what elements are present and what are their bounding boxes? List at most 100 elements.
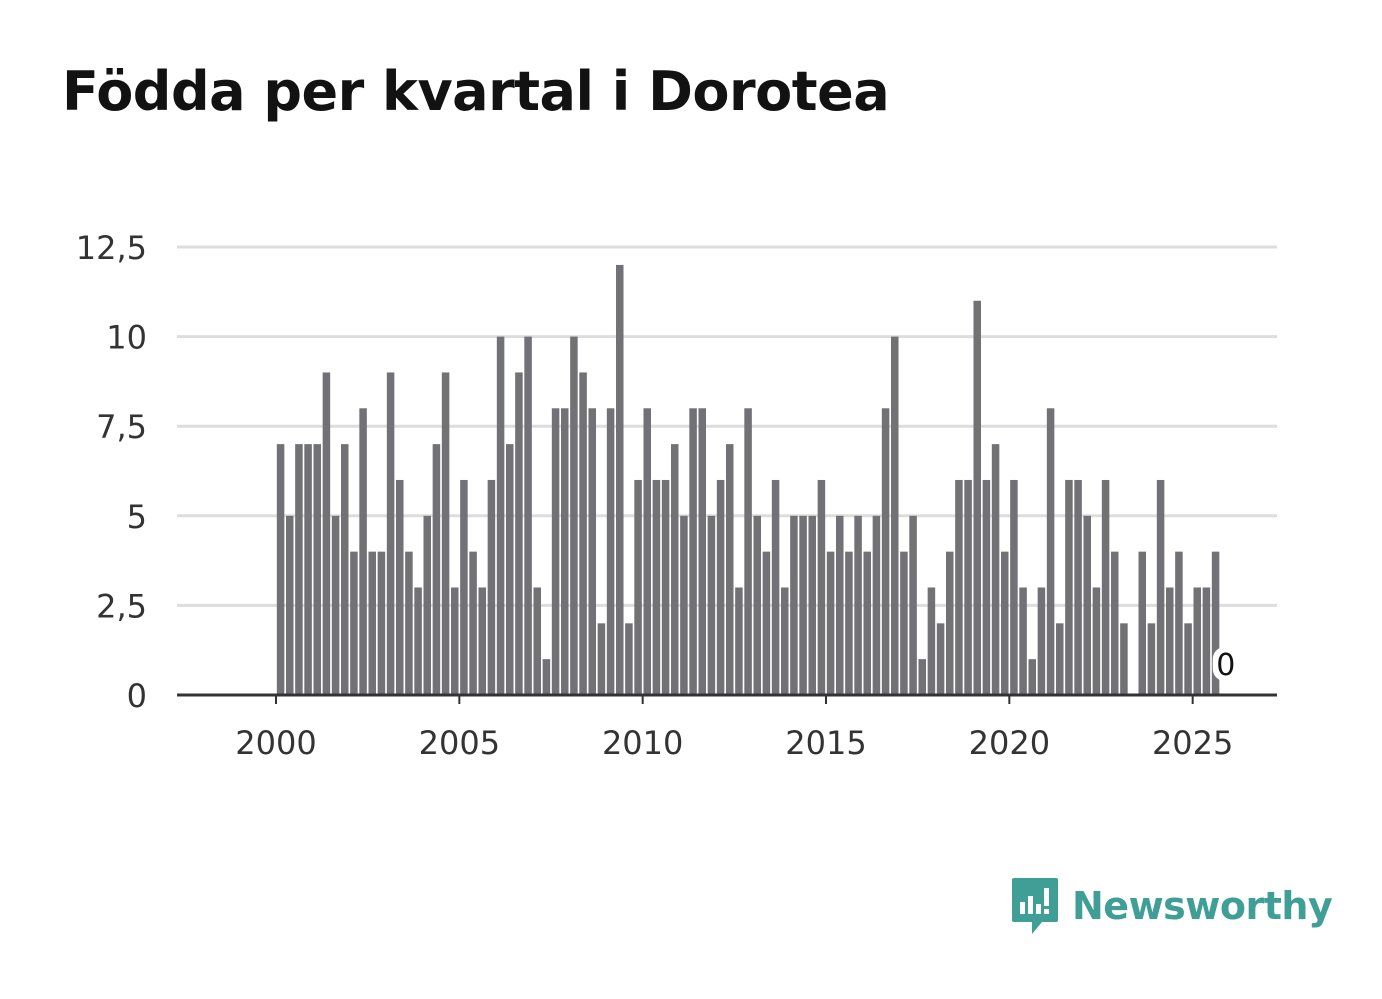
- chart-title: Födda per kvartal i Dorotea: [62, 60, 890, 123]
- bar: [1101, 479, 1110, 695]
- bar: [487, 479, 496, 695]
- bar: [615, 264, 624, 695]
- bar: [1110, 551, 1119, 695]
- bar: [331, 515, 340, 695]
- y-tick-label: 5: [127, 498, 147, 536]
- bar: [386, 372, 395, 695]
- bar: [304, 444, 312, 695]
- bar: [670, 444, 679, 695]
- bar: [1046, 408, 1055, 695]
- bar: [744, 408, 752, 695]
- bar: [377, 551, 386, 695]
- bar: [579, 372, 587, 695]
- bar: [826, 551, 835, 695]
- bar: [505, 444, 514, 695]
- bar: [881, 408, 890, 695]
- bar: [1165, 587, 1174, 695]
- bar: [1202, 587, 1211, 695]
- last-value-label-bg: [1212, 647, 1239, 681]
- y-tick-label: 7,5: [96, 408, 147, 446]
- bar: [634, 479, 642, 695]
- bar: [423, 515, 432, 695]
- bar: [441, 372, 450, 695]
- bar: [359, 408, 367, 695]
- y-tick-label: 2,5: [96, 587, 147, 625]
- bar: [900, 551, 908, 695]
- bar: [689, 408, 697, 695]
- bar: [964, 479, 972, 695]
- bar: [276, 444, 285, 695]
- bar: [542, 659, 551, 695]
- bar: [1184, 623, 1192, 695]
- x-axis-tick-labels: 2000 2005 2010 2015 2020 2025: [235, 724, 1233, 762]
- bar: [1000, 551, 1009, 695]
- bar: [1147, 623, 1156, 695]
- bar: [1175, 551, 1183, 695]
- bar: [845, 551, 853, 695]
- bar: [1156, 479, 1165, 695]
- bar: [652, 479, 661, 695]
- bar: [927, 587, 936, 695]
- bar: [450, 587, 459, 695]
- bar: [340, 444, 349, 695]
- x-tick-label: 2005: [419, 724, 500, 762]
- bar: [735, 587, 743, 695]
- bar: [790, 515, 798, 695]
- y-tick-label: 10: [106, 319, 147, 357]
- bar: [460, 479, 468, 695]
- bar: [955, 479, 963, 695]
- bar: [835, 515, 844, 695]
- bar: [1055, 623, 1064, 695]
- bar: [890, 336, 899, 695]
- bar: [909, 515, 917, 695]
- x-tick-label: 2010: [602, 724, 683, 762]
- bar: [597, 623, 606, 695]
- bar: [1010, 479, 1018, 695]
- bar: [1138, 551, 1147, 695]
- bar: [771, 479, 780, 695]
- bar: [1019, 587, 1027, 695]
- bar: [762, 551, 771, 695]
- y-tick-label: 12,5: [76, 229, 147, 267]
- bar: [808, 515, 817, 695]
- bar: [936, 623, 945, 695]
- bar: [698, 408, 707, 695]
- bar: [1028, 659, 1037, 695]
- bar: [368, 551, 377, 695]
- y-tick-label: 0: [127, 677, 147, 715]
- bar: [799, 515, 807, 695]
- last-value-label-group: 0: [1212, 647, 1239, 683]
- bar: [1120, 623, 1128, 695]
- x-tick-label: 2015: [785, 724, 866, 762]
- bar: [533, 587, 542, 695]
- bar: [753, 515, 762, 695]
- bar: [469, 551, 477, 695]
- bar: [588, 408, 597, 695]
- bar: [661, 479, 670, 695]
- x-tick-label: 2020: [969, 724, 1050, 762]
- bar: [1037, 587, 1046, 695]
- bar: [524, 336, 532, 695]
- bar: [570, 336, 578, 695]
- bar: [780, 587, 789, 695]
- bar: [854, 515, 862, 695]
- bar: [725, 444, 734, 695]
- bar: [1083, 515, 1092, 695]
- bar: [1211, 551, 1220, 695]
- bar: [918, 659, 927, 695]
- y-axis-tick-labels: 0 2,5 5 7,5 10 12,5: [76, 229, 147, 715]
- bar: [945, 551, 954, 695]
- last-value-label: 0: [1216, 648, 1235, 683]
- bar: [295, 444, 303, 695]
- bar: [716, 479, 725, 695]
- bar: [1065, 479, 1073, 695]
- bar: [560, 408, 569, 695]
- bar: [405, 551, 413, 695]
- bar: [817, 479, 826, 695]
- brand-name: Newsworthy: [1072, 884, 1333, 928]
- bar: [322, 372, 331, 695]
- bar: [707, 515, 716, 695]
- bar: [313, 444, 322, 695]
- x-tick-label: 2025: [1152, 724, 1233, 762]
- bar: [1074, 479, 1082, 695]
